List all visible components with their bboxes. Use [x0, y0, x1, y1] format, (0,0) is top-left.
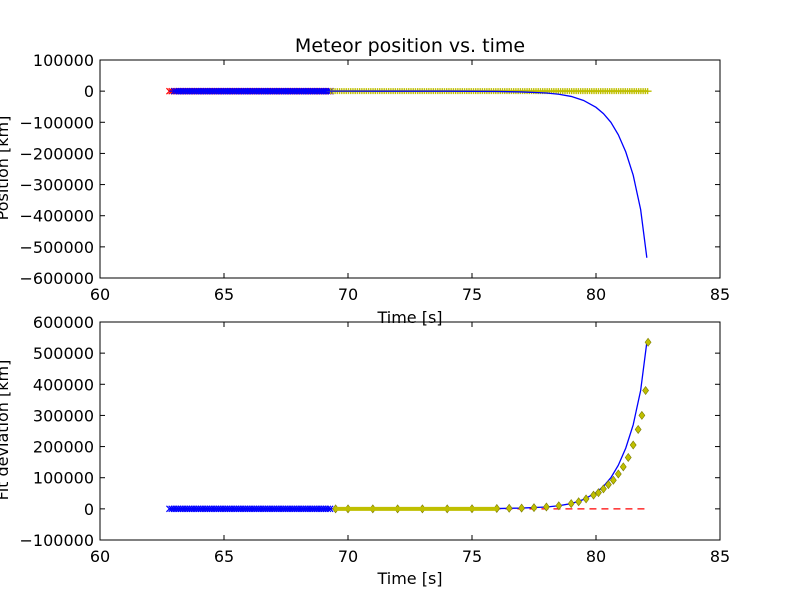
- plot-area: [166, 337, 652, 514]
- y-tick-label: 400000: [33, 375, 94, 394]
- x-tick-label: 65: [214, 547, 234, 566]
- series-3: [169, 90, 648, 258]
- data-point: [638, 410, 646, 420]
- y-tick-label: 0: [84, 500, 94, 519]
- series-line: [169, 90, 648, 258]
- y-tick-label: 300000: [33, 406, 94, 425]
- y-tick-label: −100000: [20, 531, 94, 550]
- x-tick-label: 85: [710, 285, 730, 304]
- data-point: [600, 484, 607, 494]
- y-tick-label: −400000: [20, 207, 94, 226]
- data-point: [624, 452, 632, 462]
- series-2: [169, 342, 648, 510]
- x-tick-label: 70: [338, 285, 358, 304]
- data-point: [575, 497, 583, 507]
- x-tick-label: 60: [90, 547, 110, 566]
- data-point: [642, 386, 649, 396]
- data-point: [590, 490, 597, 500]
- data-point: [530, 503, 538, 513]
- y-tick-label: 0: [84, 82, 94, 101]
- data-point: [555, 501, 563, 511]
- x-tick-label: 85: [710, 547, 730, 566]
- series-3: [332, 337, 652, 514]
- x-tick-label: 75: [462, 285, 482, 304]
- data-point: [595, 488, 602, 498]
- data-point: [505, 503, 513, 513]
- y-tick-label: 100000: [33, 469, 94, 488]
- axes-frame: [99, 321, 721, 541]
- data-point: [619, 462, 627, 472]
- x-axis-label: Time [s]: [376, 308, 442, 327]
- data-point: [609, 475, 617, 485]
- y-axis-label: Position [km]: [0, 116, 12, 221]
- y-tick-label: −600000: [20, 269, 94, 288]
- data-point: [543, 502, 550, 512]
- x-tick-label: 60: [90, 285, 110, 304]
- x-tick-label: 70: [338, 547, 358, 566]
- y-tick-label: −300000: [20, 176, 94, 195]
- x-tick-label: 65: [214, 285, 234, 304]
- series-line: [169, 342, 648, 510]
- y-tick-label: 600000: [33, 313, 94, 332]
- y-tick-label: −100000: [20, 113, 94, 132]
- data-point: [605, 480, 612, 490]
- y-tick-label: −500000: [20, 238, 94, 257]
- y-tick-label: 100000: [33, 51, 94, 70]
- data-point: [644, 337, 652, 347]
- plot-area: [166, 87, 652, 258]
- subplot-position: Meteor position vs. time Time [s] Positi…: [0, 35, 730, 327]
- data-point: [614, 469, 622, 479]
- data-point: [518, 503, 525, 513]
- chart-title: Meteor position vs. time: [295, 35, 525, 57]
- data-point: [634, 424, 642, 434]
- axes-frame: [99, 59, 721, 279]
- x-tick-label: 80: [586, 547, 606, 566]
- subplot-fit-deviation: Time [s] Fit deviation [km] 60 65 70 75 80 85…: [0, 313, 730, 588]
- y-tick-label: 200000: [33, 438, 94, 457]
- x-tick-label: 75: [462, 547, 482, 566]
- data-point: [629, 440, 637, 450]
- y-tick-label: 500000: [33, 344, 94, 363]
- y-tick-label: −200000: [20, 144, 94, 163]
- y-axis-label: Fit deviation [km]: [0, 360, 12, 501]
- x-axis-label: Time [s]: [376, 569, 442, 588]
- data-point: [567, 499, 575, 509]
- data-point: [582, 494, 590, 504]
- x-tick-label: 80: [586, 285, 606, 304]
